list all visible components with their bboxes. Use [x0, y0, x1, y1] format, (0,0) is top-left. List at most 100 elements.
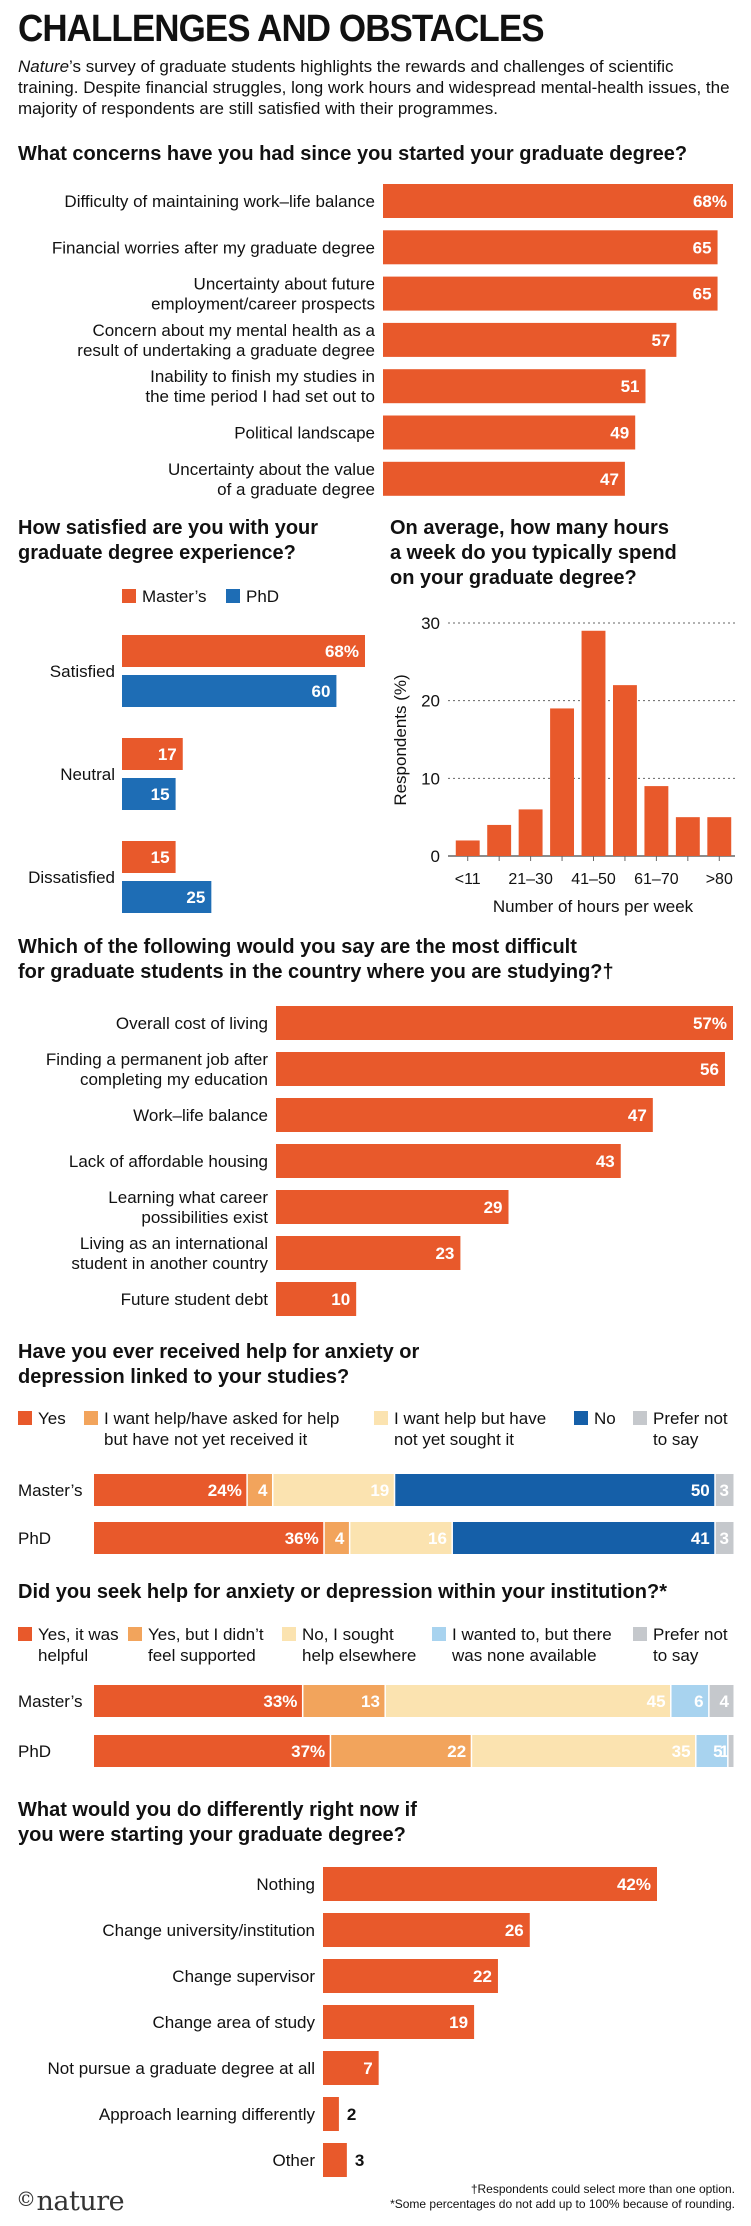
differently-bar: [323, 2097, 339, 2131]
concerns-bar: [383, 230, 718, 265]
anxiety_help-segment-label: 16: [428, 1529, 447, 1548]
anxiety_help-legend-swatch: [84, 1411, 98, 1425]
differently-category-label: Not pursue a graduate degree at all: [48, 2059, 315, 2078]
satisfaction-category-label: Neutral: [60, 765, 115, 784]
satisfaction-title: How satisfied are you with your graduate …: [18, 517, 318, 564]
institution_help-legend-label: No, I sought help elsewhere: [302, 1625, 416, 1665]
difficulties-bar: [276, 1144, 621, 1178]
institution_help-legend-label: I wanted to, but there was none available: [451, 1625, 612, 1665]
anxiety_help-segment: [273, 1474, 394, 1506]
institution_help-segment-label: 13: [361, 1692, 380, 1711]
footnote-rounding: *Some percentages do not add up to 100% …: [390, 2197, 735, 2211]
anxiety_help-legend-label: Yes: [38, 1409, 66, 1428]
anxiety_help-legend-swatch: [18, 1411, 32, 1425]
differently-bar: [323, 1913, 530, 1947]
difficulties-category-label: Work–life balance: [133, 1106, 268, 1125]
hours-ytick-label: 20: [421, 692, 440, 711]
institution_help-segment-label: 35: [672, 1742, 691, 1761]
differently-category-label: Nothing: [256, 1875, 315, 1894]
hours-xtick-label: >80: [706, 871, 733, 888]
difficulties-category-label: Living as an international student in ano…: [71, 1234, 268, 1273]
difficulties-category-label: Learning what career possibilities exist: [108, 1188, 268, 1227]
concerns-category-label: Financial worries after my graduate degr…: [52, 238, 375, 257]
concerns-bar: [383, 415, 636, 450]
hours-xtick-label: 61–70: [634, 871, 679, 888]
concerns-value-label: 68%: [693, 192, 727, 211]
institution_help-legend-swatch: [128, 1627, 142, 1641]
difficulties-bar: [276, 1098, 653, 1132]
institution_help-row-label: PhD: [18, 1742, 51, 1761]
differently-category-label: Change university/institution: [102, 1921, 315, 1940]
anxiety_help-segment-label: 3: [720, 1481, 729, 1500]
anxiety_help-segment: [350, 1522, 452, 1554]
intro-journal-name: Nature: [18, 57, 70, 76]
hours-xtick-label: <11: [455, 871, 481, 888]
institution_help-title: Did you seek help for anxiety or depress…: [18, 1581, 667, 1603]
institution_help-segment-label: 33%: [263, 1692, 297, 1711]
institution_help-segment-label: 22: [447, 1742, 466, 1761]
differently-bar: [323, 2051, 379, 2085]
copyright-symbol: ©: [16, 2187, 36, 2211]
satisfaction-category-label: Satisfied: [50, 662, 115, 681]
anxiety_help-segment: [715, 1522, 734, 1554]
institution_help-segment: [303, 1685, 385, 1717]
anxiety_help-segment-label: 24%: [208, 1481, 242, 1500]
institution_help-segment-label: 6: [694, 1692, 703, 1711]
anxiety_help-row-label: PhD: [18, 1529, 51, 1548]
differently-value-label: 2: [347, 2105, 356, 2124]
institution_help-segment: [709, 1685, 734, 1717]
satisfaction-bar: [122, 738, 183, 770]
anxiety_help-segment: [715, 1474, 734, 1506]
legend-phd-swatch: [226, 589, 240, 603]
satisfaction-bar: [122, 841, 176, 873]
institution_help-segment: [94, 1735, 330, 1767]
satisfaction-bar: [122, 778, 176, 810]
concerns-title: What concerns have you had since you sta…: [18, 143, 687, 165]
difficulties-category-label: Overall cost of living: [116, 1014, 268, 1033]
satisfaction-value-label: 68%: [325, 642, 359, 661]
concerns-bar: [383, 369, 646, 404]
difficulties-category-label: Future student debt: [121, 1290, 269, 1309]
concerns-bar: [383, 322, 677, 357]
satisfaction-value-label: 25: [186, 888, 205, 907]
anxiety_help-legend-label: No: [594, 1409, 616, 1428]
institution_help-row-label: Master’s: [18, 1692, 83, 1711]
institution_help-legend-swatch: [18, 1627, 32, 1641]
difficulties-category-label: Lack of affordable housing: [69, 1152, 268, 1171]
legend-masters-swatch: [122, 589, 136, 603]
anxiety_help-legend-label: Prefer not to say: [653, 1409, 728, 1449]
satisfaction-bar: [122, 675, 337, 707]
concerns-value-label: 65: [693, 238, 712, 257]
differently-bar: [323, 1867, 657, 1901]
differently-category-label: Approach learning differently: [99, 2105, 316, 2124]
concerns-category-label: Difficulty of maintaining work–life bala…: [64, 192, 375, 211]
hours-yaxis-title: Respondents (%): [391, 674, 410, 805]
institution_help-legend-label: Yes, it was helpful: [38, 1625, 119, 1665]
institution_help-segment: [671, 1685, 709, 1717]
difficulties-bar: [276, 1006, 733, 1040]
satisfaction-category-label: Dissatisfied: [28, 868, 115, 887]
difficulties-bar: [276, 1236, 461, 1270]
anxiety_help-segment-label: 50: [691, 1481, 710, 1500]
hours-ytick-label: 0: [431, 847, 440, 866]
differently-value-label: 22: [473, 1967, 492, 1986]
concerns-bar: [383, 461, 625, 496]
institution_help-segment-label: 5: [713, 1742, 722, 1761]
difficulties-value-label: 57%: [693, 1014, 727, 1033]
institution_help-segment: [385, 1685, 671, 1717]
anxiety_help-segment: [452, 1522, 715, 1554]
difficulties-value-label: 10: [331, 1290, 350, 1309]
differently-bar: [323, 2005, 475, 2039]
institution_help-legend-label: Prefer not to say: [653, 1625, 728, 1665]
institution_help-segment: [472, 1735, 696, 1767]
institution_help-segment-label: 45: [647, 1692, 666, 1711]
anxiety_help-segment: [247, 1474, 272, 1506]
differently-category-label: Change supervisor: [172, 1967, 315, 1986]
difficulties-bar: [276, 1052, 725, 1086]
institution_help-legend-swatch: [432, 1627, 446, 1641]
concerns-value-label: 47: [600, 470, 619, 489]
hours-ytick-label: 10: [421, 769, 440, 788]
hours-title: On average, how many hours a week do you …: [390, 517, 677, 589]
differently-value-label: 7: [363, 2059, 372, 2078]
